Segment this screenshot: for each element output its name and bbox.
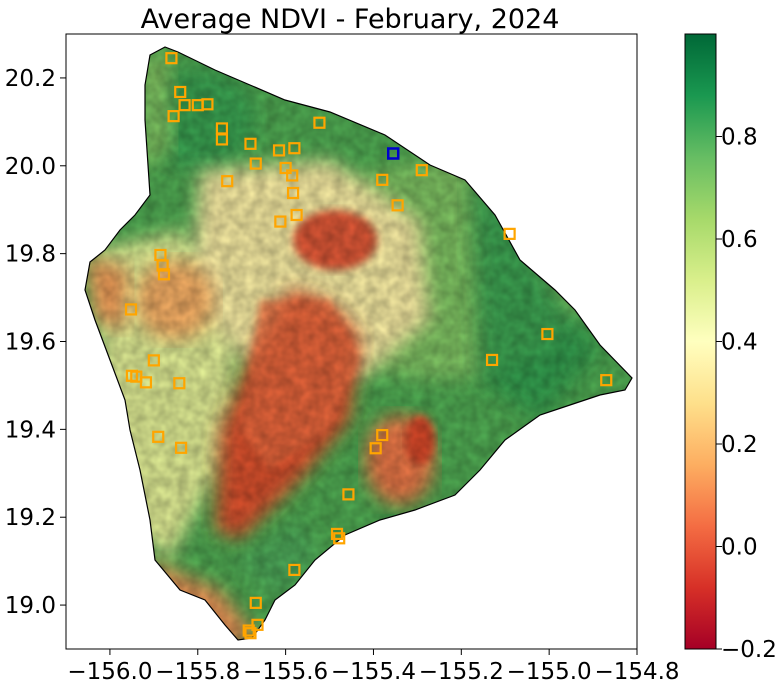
island-ndvi-raster [85,47,632,640]
station-marker [369,442,382,455]
colorbar [684,33,717,650]
x-tick-label: −155.6 [243,659,328,685]
y-tick-label: 20.2 [5,66,56,92]
station-marker [174,85,187,99]
station-marker [391,199,404,212]
station-marker [313,116,326,129]
station-marker [286,186,300,200]
colorbar-axis: −0.2 0.0 0.2 0.4 0.6 0.8 [716,125,777,663]
y-tick-label: 20.0 [5,154,56,180]
station-marker [249,596,262,609]
station-marker [157,268,171,281]
station-marker [485,353,499,367]
station-marker [249,157,262,170]
x-axis: −156.0 −155.8 −155.6 −155.4 −155.2 −155.0 −154… [67,649,680,685]
station-marker [178,99,191,112]
station-marker [165,52,178,65]
y-tick-label: 19.4 [5,417,56,443]
y-axis: 19.0 19.2 19.4 19.6 19.8 20.0 20.2 [5,66,66,619]
station-marker [274,215,287,228]
station-marker [376,173,389,186]
colorbar-tick-label: 0.6 [721,227,758,253]
station-marker [221,175,234,188]
station-marker [139,376,153,389]
station-marker [124,303,138,316]
x-tick-label: −156.0 [67,659,152,685]
station-marker [342,488,355,501]
colorbar-tick-label: 0.8 [721,125,758,151]
y-tick-label: 19.0 [5,593,56,619]
station-marker [173,377,186,390]
x-tick-label: −155.2 [419,659,504,685]
station-marker [156,259,169,272]
station-marker [288,142,301,155]
station-marker [333,532,346,545]
station-marker [125,369,138,382]
y-tick-label: 19.8 [5,242,56,268]
station-marker [201,98,214,111]
station-marker [503,227,516,240]
island-coastline [84,46,633,641]
y-tick-label: 19.2 [5,505,56,531]
map-title: Average NDVI - February, 2024 [141,4,560,35]
station-marker [167,110,180,123]
station-marker [215,133,229,146]
y-tick-label: 19.6 [5,330,56,356]
station-marker [600,374,613,387]
station-marker [290,208,303,222]
station-markers [124,52,613,640]
station-marker [286,169,299,182]
station-marker [147,354,160,367]
colorbar-tick-label: −0.2 [721,637,777,663]
x-tick-label: −154.8 [594,659,679,685]
station-marker [244,627,257,640]
x-tick-label: −155.0 [507,659,592,685]
station-marker [279,161,292,175]
station-marker [272,144,286,157]
colorbar-tick-label: 0.4 [721,330,758,356]
highlighted-station-marker [386,147,400,160]
x-tick-label: −155.4 [331,659,416,685]
station-marker [244,137,257,150]
station-marker [152,430,165,443]
colorbar-tick-label: 0.2 [721,432,758,458]
station-marker [415,164,428,177]
colorbar-tick-label: 0.0 [721,535,758,561]
station-marker [288,563,301,577]
station-marker [376,428,389,442]
x-tick-label: −155.8 [155,659,240,685]
station-marker [541,327,554,341]
station-marker [242,624,255,637]
station-marker [174,441,188,454]
